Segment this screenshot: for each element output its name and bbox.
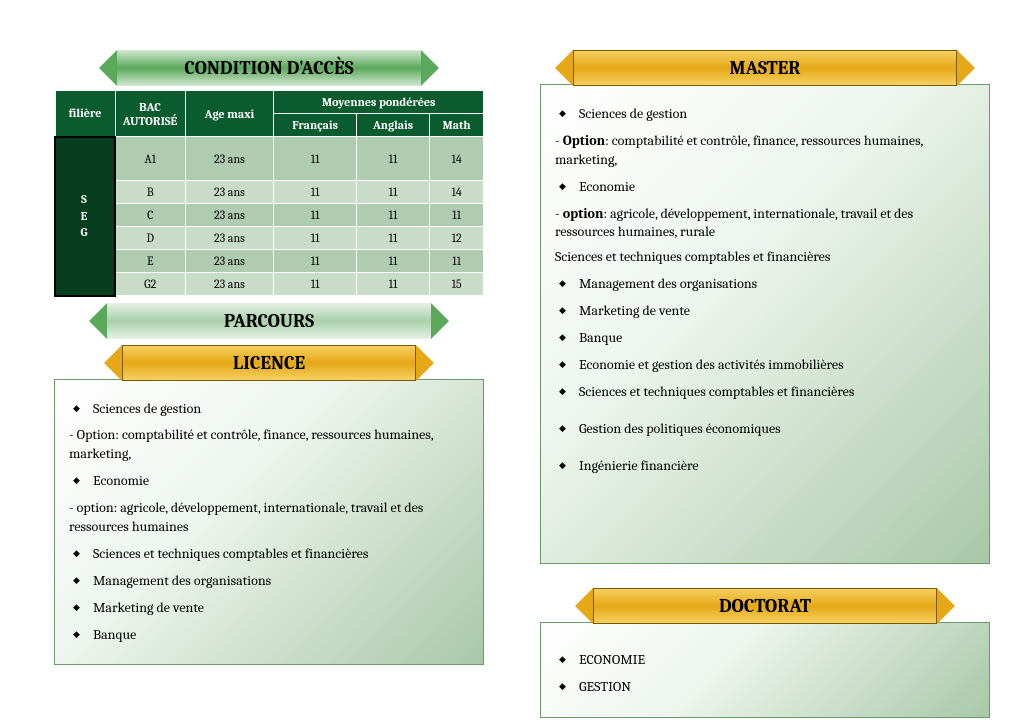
master-text: - Option: comptabilité et contrôle, fina… bbox=[555, 132, 975, 170]
cell: 11 bbox=[274, 137, 356, 181]
left-column: CONDITION D'ACCÈS filière BAC AUTORISÉ A… bbox=[54, 50, 484, 665]
cell: 23 ans bbox=[185, 181, 274, 204]
licence-title: LICENCE bbox=[104, 345, 434, 381]
master-panel: Sciences de gestion - Option: comptabili… bbox=[540, 84, 990, 564]
parcours-title: PARCOURS bbox=[89, 303, 449, 339]
th-filiere: filière bbox=[55, 91, 115, 137]
master-text: - option: agricole, développement, inter… bbox=[555, 205, 975, 243]
cell: E bbox=[115, 250, 185, 273]
cell: 23 ans bbox=[185, 250, 274, 273]
th-math: Math bbox=[430, 114, 484, 137]
licence-item: Management des organisations bbox=[69, 572, 469, 591]
cell: C bbox=[115, 204, 185, 227]
master-item: Ingénierie financière bbox=[555, 457, 975, 476]
licence-banner: LICENCE bbox=[104, 345, 434, 381]
master-item: Sciences et techniques comptables et fin… bbox=[555, 383, 975, 402]
master-item: Economie et gestion des activités immobi… bbox=[555, 356, 975, 375]
th-age: Age maxi bbox=[185, 91, 274, 137]
th-fr: Français bbox=[274, 114, 356, 137]
cell: 11 bbox=[430, 250, 484, 273]
doctorat-title: DOCTORAT bbox=[575, 588, 955, 624]
condition-title: CONDITION D'ACCÈS bbox=[99, 50, 439, 86]
cell: 11 bbox=[356, 204, 429, 227]
cell: 14 bbox=[430, 181, 484, 204]
cell: 23 ans bbox=[185, 227, 274, 250]
cell: 11 bbox=[356, 181, 429, 204]
th-moyennes: Moyennes pondérées bbox=[274, 91, 484, 114]
cell: 11 bbox=[356, 250, 429, 273]
cell: 11 bbox=[356, 137, 429, 181]
cell: 23 ans bbox=[185, 273, 274, 296]
cell: 11 bbox=[274, 181, 356, 204]
doctorat-panel: ECONOMIE GESTION bbox=[540, 622, 990, 718]
cell: 11 bbox=[274, 250, 356, 273]
master-banner: MASTER bbox=[555, 50, 975, 86]
doctorat-item: GESTION bbox=[555, 678, 975, 697]
master-item: Management des organisations bbox=[555, 275, 975, 294]
licence-item: Sciences de gestion bbox=[69, 400, 469, 419]
licence-text: - option: agricole, développement, inter… bbox=[69, 499, 469, 537]
cell: 11 bbox=[356, 273, 429, 296]
licence-item: Marketing de vente bbox=[69, 599, 469, 618]
doctorat-block: DOCTORAT ECONOMIE GESTION bbox=[540, 588, 990, 718]
licence-item: Sciences et techniques comptables et fin… bbox=[69, 545, 469, 564]
master-title: MASTER bbox=[555, 50, 975, 86]
master-item: Sciences de gestion bbox=[555, 105, 975, 124]
cell: 12 bbox=[430, 227, 484, 250]
cell: 11 bbox=[274, 204, 356, 227]
doctorat-banner: DOCTORAT bbox=[575, 588, 955, 624]
condition-banner: CONDITION D'ACCÈS bbox=[99, 50, 439, 86]
master-item: Marketing de vente bbox=[555, 302, 975, 321]
cell: 11 bbox=[274, 227, 356, 250]
licence-item: Banque bbox=[69, 626, 469, 645]
cell: 14 bbox=[430, 137, 484, 181]
licence-text: - Option: comptabilité et contrôle, fina… bbox=[69, 426, 469, 464]
th-en: Anglais bbox=[356, 114, 429, 137]
cell: 11 bbox=[274, 273, 356, 296]
master-item: Economie bbox=[555, 178, 975, 197]
cell: A1 bbox=[115, 137, 185, 181]
cell: D bbox=[115, 227, 185, 250]
cell: B bbox=[115, 181, 185, 204]
licence-panel: Sciences de gestion - Option: comptabili… bbox=[54, 379, 484, 666]
master-text: Sciences et techniques comptables et fin… bbox=[555, 248, 975, 267]
cell: 15 bbox=[430, 273, 484, 296]
conditions-table: filière BAC AUTORISÉ Age maxi Moyennes p… bbox=[54, 90, 484, 297]
master-item: Gestion des politiques économiques bbox=[555, 420, 975, 439]
licence-item: Economie bbox=[69, 472, 469, 491]
cell: 11 bbox=[430, 204, 484, 227]
master-item: Banque bbox=[555, 329, 975, 348]
cell: 11 bbox=[356, 227, 429, 250]
filiere-label: SEG bbox=[55, 137, 115, 296]
doctorat-item: ECONOMIE bbox=[555, 651, 975, 670]
cell: 23 ans bbox=[185, 204, 274, 227]
th-bac: BAC AUTORISÉ bbox=[115, 91, 185, 137]
parcours-banner: PARCOURS bbox=[89, 303, 449, 339]
right-column: MASTER Sciences de gestion - Option: com… bbox=[540, 50, 990, 718]
cell: 23 ans bbox=[185, 137, 274, 181]
cell: G2 bbox=[115, 273, 185, 296]
